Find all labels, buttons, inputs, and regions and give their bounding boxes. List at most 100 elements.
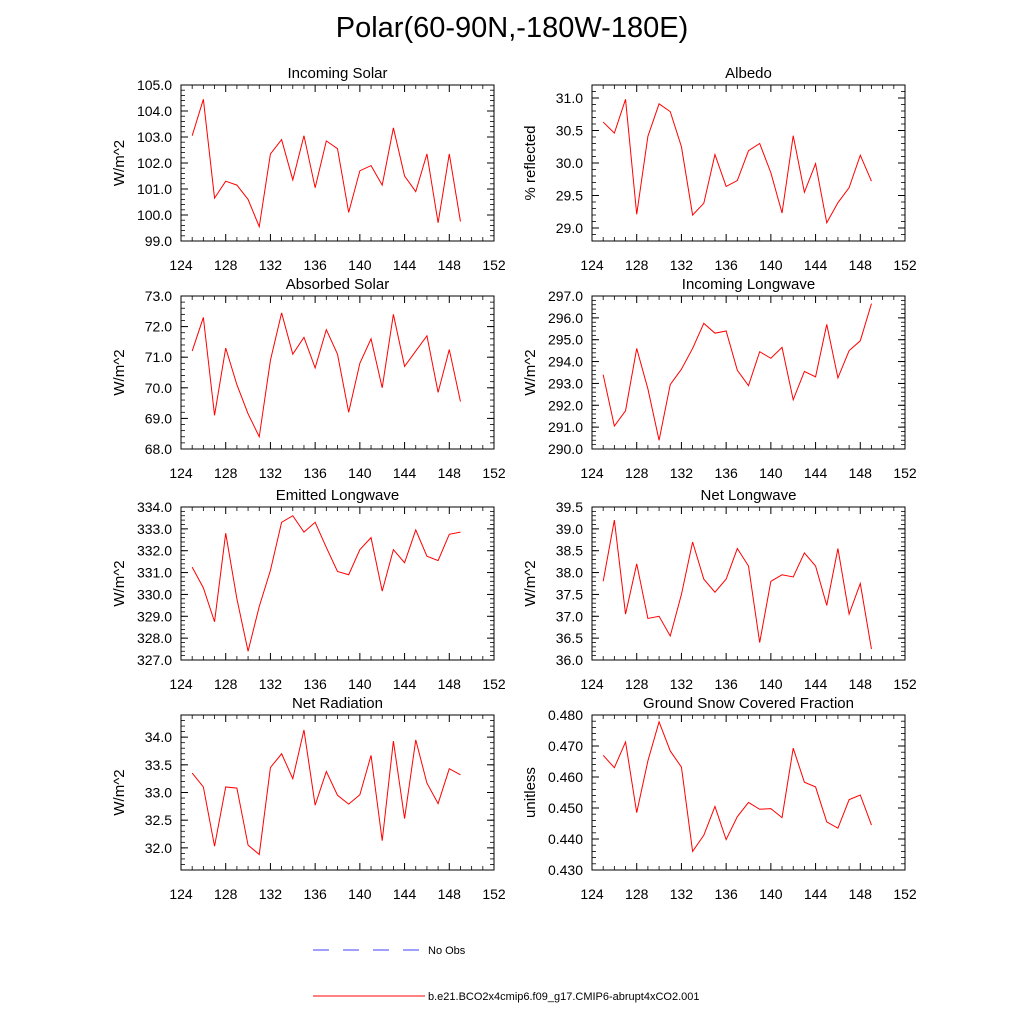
- y-tick-label: 296.0: [548, 310, 583, 326]
- x-tick-label: 152: [893, 257, 917, 273]
- panel-title: Emitted Longwave: [276, 487, 399, 504]
- figure-title: Polar(60-90N,-180W-180E): [335, 12, 689, 44]
- x-tick-label: 128: [625, 257, 649, 273]
- y-tick-label: 33.0: [145, 785, 172, 801]
- legend-obs-label: No Obs: [428, 945, 466, 957]
- y-tick-label: 38.0: [556, 565, 583, 581]
- series-line-model: [602, 303, 872, 441]
- y-tick-label: 39.0: [556, 521, 583, 537]
- y-tick-label: 295.0: [548, 332, 583, 348]
- plot-frame: [180, 84, 495, 242]
- series-line-model: [191, 312, 461, 439]
- x-tick-label: 148: [849, 886, 873, 902]
- x-tick-label: 140: [348, 886, 372, 902]
- y-tick-label: 0.470: [548, 738, 583, 754]
- x-tick-label: 148: [849, 257, 873, 273]
- x-tick-label: 148: [438, 886, 462, 902]
- x-tick-label: 132: [259, 676, 283, 692]
- y-tick-label: 32.5: [145, 812, 172, 828]
- legend-model-label: b.e21.BCO2x4cmip6.f09_g17.CMIP6-abrupt4x…: [428, 991, 700, 1003]
- y-tick-label: 39.5: [556, 499, 583, 515]
- y-tick-label: 290.0: [548, 441, 583, 457]
- x-tick-label: 128: [214, 257, 238, 273]
- x-tick-label: 124: [580, 465, 604, 481]
- x-tick-label: 124: [580, 886, 604, 902]
- x-tick-label: 148: [438, 465, 462, 481]
- y-tick-label: 102.0: [137, 155, 172, 171]
- x-tick-label: 152: [893, 886, 917, 902]
- x-tick-label: 132: [259, 465, 283, 481]
- y-tick-label: 329.0: [137, 608, 172, 624]
- y-tick-label: 70.0: [145, 380, 172, 396]
- x-tick-label: 152: [482, 676, 506, 692]
- panel-4: Emitted Longwave W/m^2 327.0 328.0 329.0 330.…: [111, 487, 506, 692]
- x-tick-label: 148: [849, 465, 873, 481]
- y-tick-label: 0.480: [548, 707, 583, 723]
- panel-5: Net Longwave W/m^2 36.0 36.5 37.0 37.5 38.0 38.…: [522, 487, 917, 692]
- x-tick-label: 140: [759, 257, 783, 273]
- x-tick-label: 144: [804, 257, 828, 273]
- x-tick-label: 152: [482, 465, 506, 481]
- panel-2: Absorbed Solar W/m^2 68.0 69.0 70.0 71.0 72.0 7…: [111, 276, 506, 481]
- y-tick-label: 331.0: [137, 565, 172, 581]
- x-tick-label: 124: [169, 676, 193, 692]
- x-tick-label: 148: [438, 257, 462, 273]
- x-tick-label: 140: [348, 676, 372, 692]
- y-axis-label: W/m^2: [111, 140, 128, 186]
- y-tick-label: 0.440: [548, 831, 583, 847]
- y-tick-label: 0.430: [548, 862, 583, 878]
- plot-frame: [180, 714, 495, 871]
- y-tick-label: 103.0: [137, 129, 172, 145]
- y-tick-label: 297.0: [548, 288, 583, 304]
- y-tick-label: 333.0: [137, 521, 172, 537]
- x-tick-label: 144: [804, 676, 828, 692]
- x-tick-label: 144: [393, 257, 417, 273]
- x-tick-label: 132: [259, 886, 283, 902]
- y-tick-label: 293.0: [548, 375, 583, 391]
- x-tick-label: 132: [259, 257, 283, 273]
- x-tick-label: 136: [714, 465, 738, 481]
- x-tick-label: 144: [804, 886, 828, 902]
- y-tick-label: 327.0: [137, 652, 172, 668]
- y-tick-label: 332.0: [137, 543, 172, 559]
- x-tick-label: 132: [670, 257, 694, 273]
- x-tick-label: 148: [849, 676, 873, 692]
- y-axis-label: unitless: [522, 767, 539, 818]
- panel-title: Ground Snow Covered Fraction: [643, 695, 854, 712]
- x-tick-label: 128: [625, 676, 649, 692]
- y-tick-label: 34.0: [145, 729, 172, 745]
- y-tick-label: 104.0: [137, 103, 172, 119]
- x-tick-label: 128: [214, 676, 238, 692]
- y-axis-label: W/m^2: [111, 560, 128, 606]
- y-tick-label: 105.0: [137, 77, 172, 93]
- x-tick-label: 144: [393, 465, 417, 481]
- y-tick-label: 29.5: [556, 188, 583, 204]
- x-tick-label: 136: [303, 257, 327, 273]
- x-tick-label: 152: [482, 257, 506, 273]
- series-line-model: [191, 99, 461, 229]
- y-axis-label: % reflected: [522, 125, 539, 200]
- panel-7: Ground Snow Covered Fraction unitless 0.43…: [522, 695, 917, 902]
- panel-title: Net Radiation: [292, 695, 383, 712]
- y-tick-label: 38.5: [556, 543, 583, 559]
- x-tick-label: 124: [169, 465, 193, 481]
- y-tick-label: 101.0: [137, 181, 172, 197]
- panel-6: Net Radiation W/m^2 32.0 32.5 33.0 33.5 34.0 12…: [111, 695, 506, 902]
- y-tick-label: 32.0: [145, 840, 172, 856]
- x-tick-label: 124: [580, 257, 604, 273]
- legend: No Obs b.e21.BCO2x4cmip6.f09_g17.CMIP6-a…: [313, 945, 700, 1003]
- x-tick-label: 152: [482, 886, 506, 902]
- panel-3: Incoming Longwave W/m^2 290.0 291.0 292.0 293…: [522, 276, 917, 481]
- x-tick-label: 132: [670, 676, 694, 692]
- plot-frame: [180, 506, 495, 661]
- y-tick-label: 30.0: [556, 155, 583, 171]
- x-tick-label: 140: [759, 465, 783, 481]
- y-axis-label: W/m^2: [111, 349, 128, 395]
- x-tick-label: 124: [169, 886, 193, 902]
- x-tick-label: 140: [759, 886, 783, 902]
- panels-group: Incoming Solar W/m^2 99.0 100.0 101.0 102.0 10…: [111, 65, 917, 902]
- x-tick-label: 136: [714, 257, 738, 273]
- y-tick-label: 36.5: [556, 630, 583, 646]
- panel-0: Incoming Solar W/m^2 99.0 100.0 101.0 102.0 10…: [111, 65, 506, 273]
